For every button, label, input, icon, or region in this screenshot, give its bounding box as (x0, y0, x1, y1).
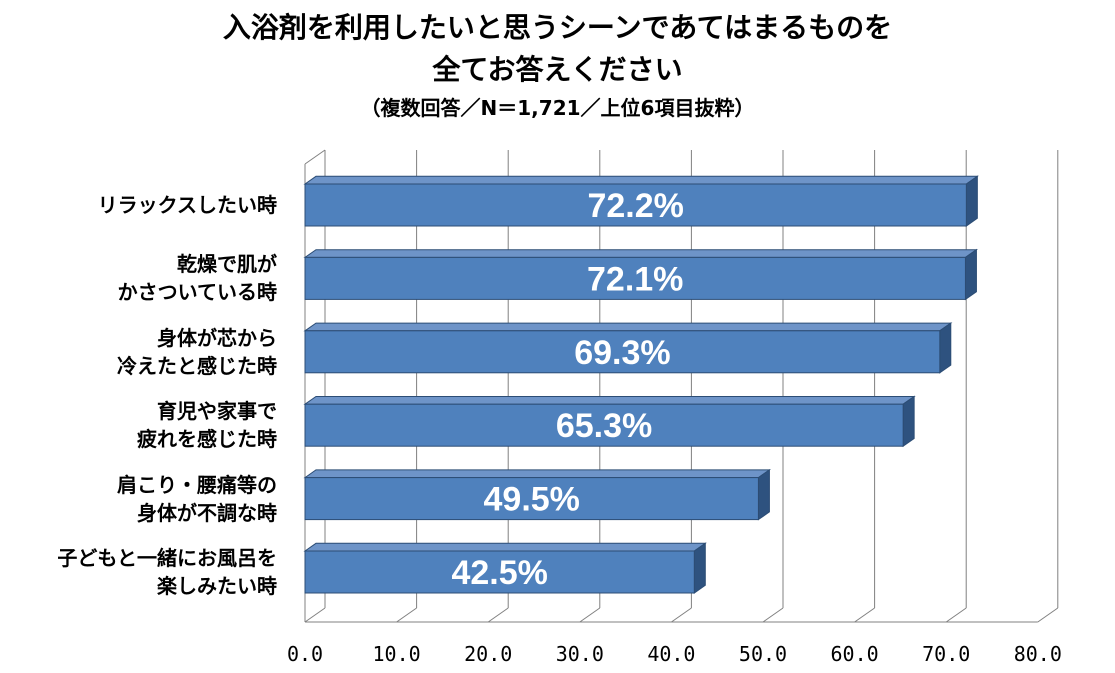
bar-front-face (304, 183, 967, 227)
bar: 49.5% (303, 468, 772, 521)
floor-gridline (671, 607, 692, 623)
bar-value-label: 65.3% (556, 407, 652, 445)
bar-front-face (304, 256, 966, 300)
floor-gridline (396, 607, 417, 623)
bar-value-label: 42.5% (451, 554, 547, 592)
bar-value-label: 72.2% (587, 187, 683, 225)
bar-top-face (303, 322, 953, 332)
bar-top-face (303, 249, 979, 258)
bar-top-face (303, 542, 707, 552)
chart-title-line2: 全てお答えください (432, 53, 683, 86)
category-label: 肩こり・腰痛等の身体が不調な時 (0, 471, 277, 527)
bar: 69.3% (303, 322, 953, 374)
x-tick-label: 50.0 (739, 642, 787, 666)
floor-gridline (1037, 607, 1059, 623)
bar-top-face (303, 175, 979, 185)
category-label-line: 育児や家事で (157, 399, 277, 424)
floor-gridline (487, 607, 509, 623)
category-label: 子どもと一緒にお風呂を楽しみたい時 (0, 544, 277, 600)
floor-gridline (854, 607, 875, 623)
bar-side-face (693, 542, 706, 594)
x-tick-label: 0.0 (287, 642, 323, 666)
bar: 72.2% (303, 175, 979, 227)
bar-side-face (965, 175, 978, 227)
bar-top-face (303, 469, 772, 479)
bar-side-face (939, 322, 952, 374)
floor-gridline (579, 607, 601, 623)
category-label-line: 身体が不調な時 (137, 500, 277, 525)
bar-side-face (964, 248, 977, 301)
category-label-line: 肩こり・腰痛等の (117, 472, 277, 497)
bar-front-face (304, 330, 941, 374)
bar-side-face (902, 395, 915, 448)
category-label-line: かさついている時 (117, 280, 277, 305)
chart-title-line1: 入浴剤を利用したいと思うシーンであてはまるものを (222, 11, 893, 44)
bar-side-face (757, 468, 770, 521)
bar: 72.1% (303, 248, 979, 301)
category-label: リラックスしたい時 (0, 191, 277, 219)
x-tick-label: 40.0 (647, 642, 695, 666)
category-label-line: 冷えたと感じた時 (117, 353, 277, 378)
x-tick-label: 70.0 (922, 642, 970, 666)
category-label-line: 乾燥で肌が (177, 252, 277, 277)
bar-value-label: 69.3% (574, 334, 670, 372)
category-label-line: リラックスしたい時 (97, 193, 277, 217)
bar: 42.5% (303, 542, 707, 594)
category-label: 乾燥で肌がかさついている時 (0, 250, 277, 306)
bar-top-face (303, 396, 916, 405)
bar-value-label: 72.1% (587, 260, 683, 298)
x-tick-label: 30.0 (556, 642, 604, 666)
bar-front-face (304, 403, 904, 447)
floor-gridline (945, 607, 967, 623)
bar-front-face (304, 477, 759, 521)
x-tick-label: 60.0 (831, 642, 879, 666)
category-label-line: 身体が芯から (157, 325, 277, 350)
x-axis-ticks: 0.0 10.0 20.0 30.0 40.0 50.0 60.0 70.0 80.0 (287, 642, 1062, 666)
bar-value-label: 49.5% (484, 481, 580, 519)
category-label: 身体が芯から冷えたと感じた時 (0, 324, 277, 380)
category-label-line: 子どもと一緒にお風呂を (57, 546, 277, 570)
floor-gridline (304, 607, 326, 623)
bar: 65.3% (303, 395, 916, 448)
bars: 72.2% 72.1% 69.3% 65.3% 49.5% 42.5% (303, 175, 979, 594)
floor-gridline (762, 607, 784, 623)
x-tick-label: 10.0 (373, 642, 421, 666)
x-tick-label: 20.0 (464, 642, 512, 666)
category-label: 育児や家事で疲れを感じた時 (0, 397, 277, 453)
chart-subtitle: （複数回答／N＝1,721／上位6項目抜粋） (360, 96, 755, 120)
bar-front-face (304, 550, 695, 594)
x-tick-label: 80.0 (1014, 642, 1062, 666)
category-label-line: 楽しみたい時 (157, 574, 277, 598)
category-label-line: 疲れを感じた時 (137, 427, 277, 452)
left-wall-top-edge (304, 149, 326, 165)
